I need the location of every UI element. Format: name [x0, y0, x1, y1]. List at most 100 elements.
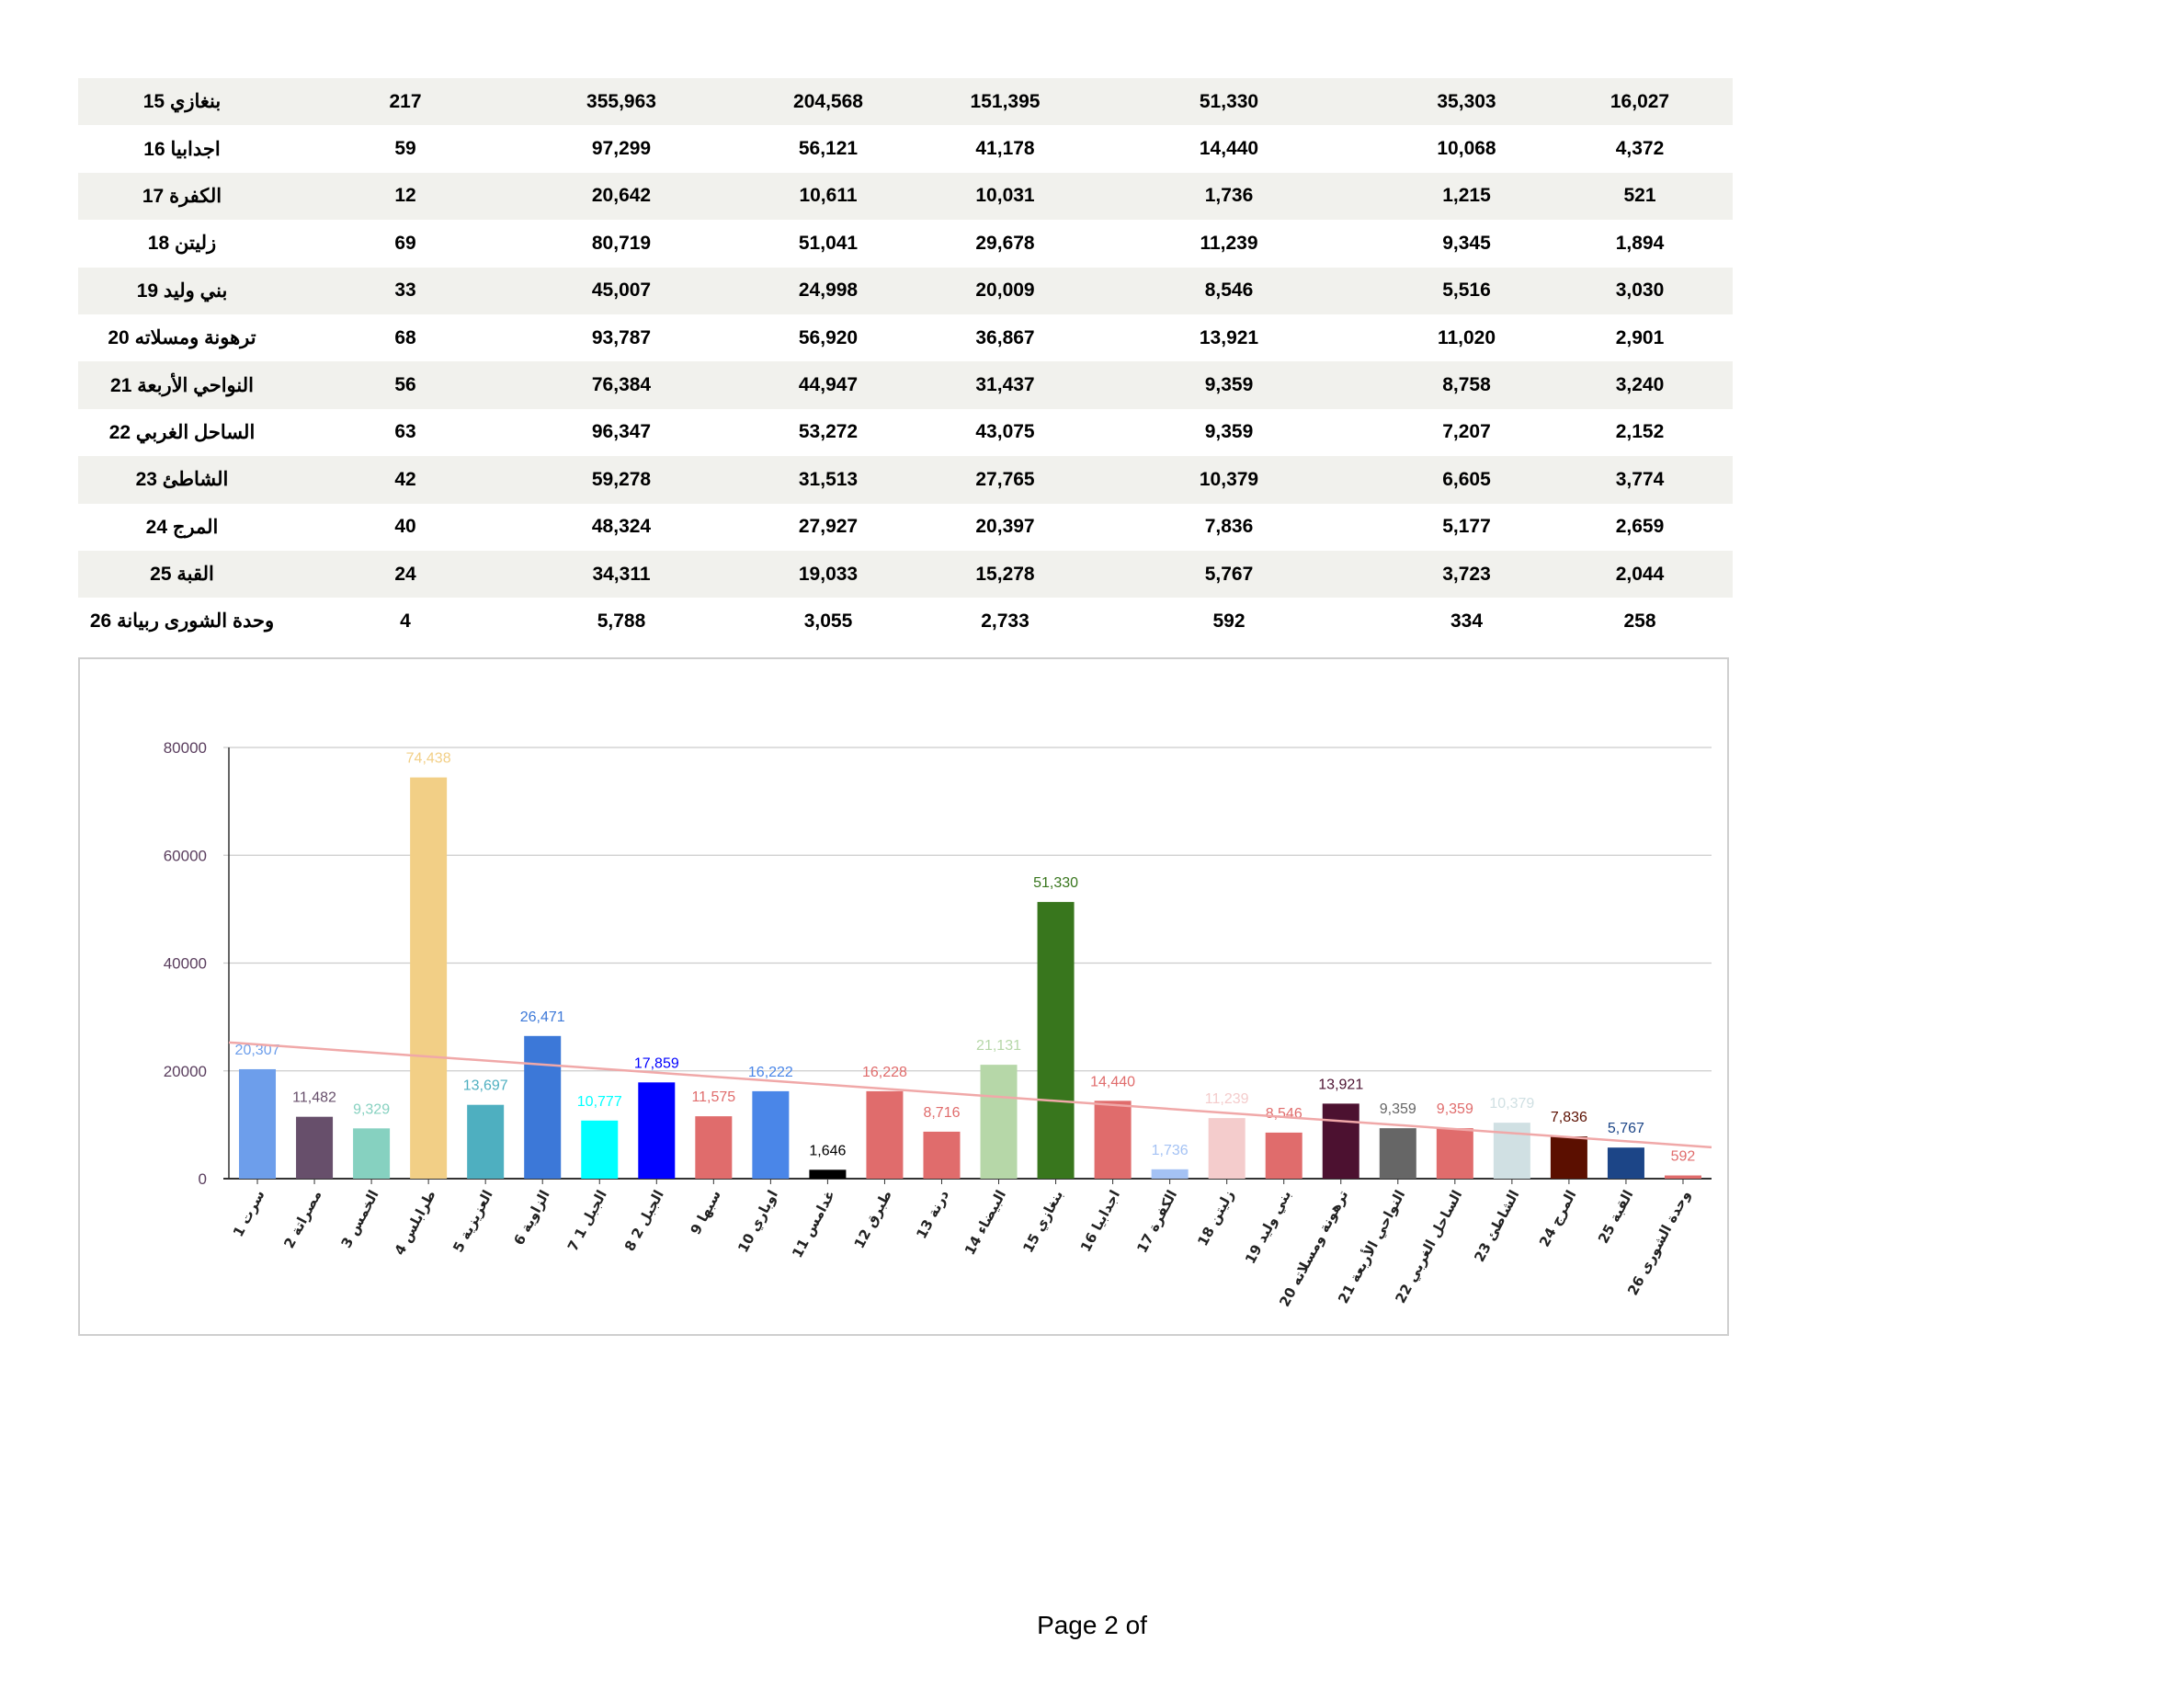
bar-chart: 80000 60000 40000 20000 0 20,307 1 سرت 11,482 2 …: [164, 739, 1712, 1309]
data-label: 51,330: [1033, 875, 1078, 891]
y-tick-label: 80000: [164, 739, 207, 757]
table-cell-district: الشاطئ 23: [78, 456, 286, 504]
x-tick-label: 5 العزيزية: [449, 1187, 496, 1255]
table-cell: 96,347: [591, 421, 652, 443]
bar: [296, 1116, 334, 1179]
x-tick-label: 26 وحدة الشورى: [1624, 1187, 1693, 1297]
bar: [353, 1128, 391, 1179]
table-body: بنغازي 15 217 355,963 204,568 151,395 51,330 3…: [78, 78, 1733, 645]
table-cell: 355,963: [525, 78, 718, 126]
table-cell: 36,867: [975, 326, 1035, 348]
data-label: 11,239: [1205, 1091, 1249, 1107]
x-tick-label: 24 المرج: [1536, 1187, 1579, 1249]
table-cell: 2,044: [1547, 550, 1733, 599]
table-cell: 4: [400, 610, 411, 632]
data-label: 11,482: [292, 1090, 336, 1106]
x-tick-label: 6 الزاوية: [510, 1187, 552, 1248]
table-cell: 151,395: [938, 78, 1072, 126]
table-cell: 10,379: [1072, 456, 1386, 504]
table-cell: 592: [1212, 610, 1246, 632]
data-label: 1,646: [809, 1143, 846, 1158]
bar: [638, 1082, 676, 1179]
table-cell: 93,787: [591, 326, 652, 348]
table-cell: 7,836: [1204, 516, 1254, 538]
table-cell: 68: [394, 326, 416, 348]
table-cell-district: الساحل الغربي 22: [108, 421, 256, 443]
table-cell: 4,372: [1615, 138, 1665, 160]
table-row: اجدابيا 16 59 97,299 56,121 41,178 14,440 10,0…: [78, 125, 1733, 172]
table-cell: 11,020: [1437, 326, 1496, 348]
data-table: بنغازي 15 217 355,963 204,568 151,395 51,330 3…: [78, 78, 1733, 645]
table-cell: 48,324: [591, 516, 652, 538]
table-cell: 20,397: [975, 516, 1035, 538]
table-cell: 59: [394, 138, 416, 160]
table-cell-district: المرج 24: [145, 516, 219, 538]
data-label: 16,228: [862, 1065, 907, 1080]
data-label: 8,546: [1266, 1106, 1302, 1122]
table-cell: 2,152: [1615, 421, 1665, 443]
table-cell: 258: [1623, 610, 1656, 632]
bar: [1265, 1132, 1302, 1179]
bar: [581, 1120, 619, 1179]
table-cell: 3,774: [1547, 456, 1733, 504]
x-tick-label: 17 الكفرة: [1133, 1187, 1180, 1255]
x-tick-label: 15 بنغازي: [1019, 1187, 1067, 1256]
table-cell: 51,330: [1072, 78, 1386, 126]
table-cell: 11,239: [1200, 232, 1258, 254]
bar: [410, 777, 448, 1179]
page-footer: Page 2 of: [1037, 1611, 1147, 1639]
trendline: [228, 1041, 1712, 1149]
table-cell-district: بني وليد 19: [78, 267, 286, 314]
x-tick-label: 4 طرابلس: [392, 1187, 439, 1258]
table-cell: 56: [286, 361, 525, 409]
table-cell: 63: [394, 421, 416, 443]
table-cell: 24: [286, 550, 525, 599]
table-cell: 10,068: [1437, 138, 1496, 160]
bar: [695, 1116, 733, 1179]
table-cell: 9,345: [1442, 232, 1491, 254]
bar: [1094, 1101, 1132, 1179]
table-cell: 40: [394, 516, 416, 538]
bar: [1322, 1103, 1359, 1179]
table-cell: 43,075: [975, 421, 1035, 443]
table-cell: 31,437: [938, 361, 1072, 409]
data-label: 9,329: [353, 1101, 390, 1117]
x-tick-label: 19 بني وليد: [1242, 1187, 1294, 1266]
table-cell: 19,033: [718, 550, 938, 599]
table-cell: 5,516: [1386, 267, 1547, 314]
data-label: 7,836: [1551, 1110, 1587, 1125]
table-cell: 27,927: [798, 516, 859, 538]
table-row: الساحل الغربي 22 63 96,347 53,272 43,075 9,35…: [78, 409, 1733, 456]
x-tick-label: 7 الجبل 1: [564, 1187, 610, 1253]
table-cell: 59,278: [525, 456, 718, 504]
chart-frame: 80000 60000 40000 20000 0 20,307 1 سرت 11,482 2 …: [78, 657, 1729, 1336]
table-cell: 5,788: [597, 610, 646, 632]
table-row: المرج 24 40 48,324 27,927 20,397 7,836 5,177 2,…: [78, 504, 1733, 551]
table-row: وحدة الشورى ربيانة 26 4 5,788 3,055 2,733 592…: [78, 598, 1733, 644]
bar: [866, 1090, 904, 1179]
x-tick-label: 3 الخمس: [338, 1187, 382, 1250]
data-label: 13,697: [463, 1078, 508, 1094]
table-cell: 5,177: [1442, 516, 1491, 538]
bar: [980, 1065, 1018, 1179]
table-cell: 3,030: [1547, 267, 1733, 314]
table-row: بني وليد 19 33 45,007 24,998 20,009 8,546 5,51…: [78, 267, 1733, 314]
data-label: 5,767: [1608, 1121, 1644, 1136]
x-tick-label: 18 زليتن: [1194, 1187, 1237, 1249]
table-cell: 334: [1450, 610, 1484, 632]
table-cell: 53,272: [798, 421, 859, 443]
table-cell: 27,765: [938, 456, 1072, 504]
table-cell: 204,568: [718, 78, 938, 126]
table-cell-district: بنغازي 15: [78, 78, 286, 126]
data-label: 21,131: [976, 1038, 1021, 1054]
table-row: النواحي الأربعة 21 56 76,384 44,947 31,437 9,…: [78, 361, 1733, 409]
x-tick-label: 23 الشاطئ: [1471, 1187, 1522, 1264]
table-cell: 2,733: [981, 610, 1029, 632]
table-cell: 3,723: [1386, 550, 1547, 599]
table-cell: 56,121: [798, 138, 859, 160]
table-cell: 1,215: [1386, 172, 1547, 221]
x-tick-label: 12 طبرق: [851, 1187, 895, 1250]
table-cell-district: القبة 25: [78, 550, 286, 599]
table-cell: 10,611: [718, 172, 938, 221]
table-cell: 20,009: [938, 267, 1072, 314]
